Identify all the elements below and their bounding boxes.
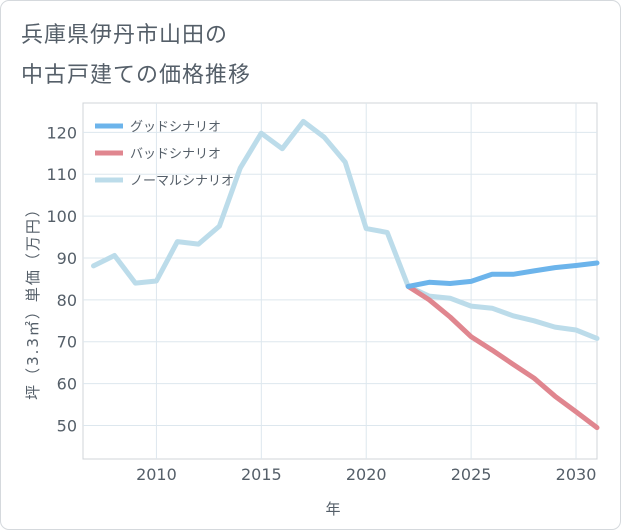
y-grid <box>83 131 597 426</box>
chart-title-line-1: 兵庫県伊丹市山田の <box>21 23 229 48</box>
x-tick-label-2010: 2010 <box>136 465 177 484</box>
y-tick-label-120: 120 <box>46 123 77 142</box>
y-tick-label-60: 60 <box>57 375 77 394</box>
series-lines <box>91 118 600 431</box>
y-tick-label-70: 70 <box>57 333 77 352</box>
x-tick-label-2020: 2020 <box>346 465 387 484</box>
x-tick-label-2030: 2030 <box>556 465 597 484</box>
chart-title-line-2: 中古戸建ての価格推移 <box>21 63 252 88</box>
y-tick-label-110: 110 <box>46 165 77 184</box>
y-axis-label: 坪（3.3㎡）単価（万円） <box>24 200 42 400</box>
legend-label-good: グッドシナリオ <box>130 120 221 135</box>
y-tick-label-90: 90 <box>57 249 77 268</box>
legend-label-normal: ノーマルシナリオ <box>130 174 234 189</box>
series-line-bad <box>405 283 600 431</box>
plot-area <box>82 102 598 460</box>
legend-label-bad: バッドシナリオ <box>130 147 221 162</box>
x-tick-labels: 2010 2015 2020 2025 2030 <box>136 465 596 484</box>
x-tick-label-2015: 2015 <box>241 465 282 484</box>
series-line-normal <box>91 118 600 341</box>
y-tick-labels: 50 60 70 80 90 100 110 120 <box>46 123 77 435</box>
series-line-good <box>405 260 600 289</box>
y-tick-label-50: 50 <box>57 416 77 435</box>
y-tick-label-80: 80 <box>57 291 77 310</box>
x-tick-label-2025: 2025 <box>451 465 492 484</box>
x-axis-label: 年 <box>325 500 340 518</box>
y-tick-label-100: 100 <box>46 207 77 226</box>
